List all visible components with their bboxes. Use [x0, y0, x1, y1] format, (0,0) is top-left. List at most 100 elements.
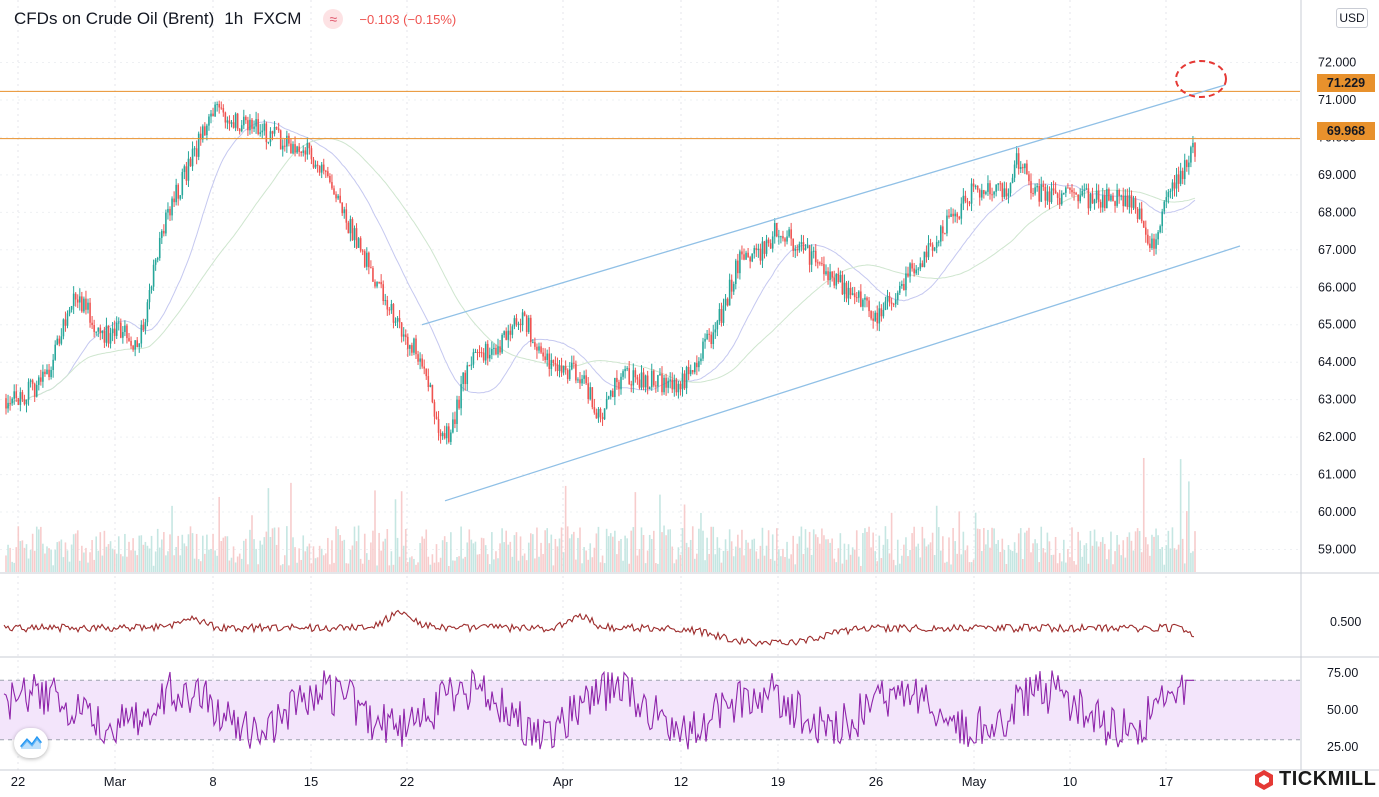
- volume-bar: [696, 553, 698, 572]
- candle-body: [56, 338, 59, 345]
- candle-body: [919, 263, 922, 269]
- candle-body: [960, 203, 963, 219]
- volume-bar: [841, 563, 844, 572]
- volume-bar: [714, 554, 717, 572]
- volume-bar: [858, 556, 860, 572]
- time-axis-tick: May: [962, 774, 987, 789]
- candle-body: [1001, 183, 1004, 197]
- volume-bar: [181, 534, 184, 572]
- volume-bar: [784, 557, 786, 572]
- volume-bar: [290, 482, 292, 572]
- candle-body: [568, 369, 571, 380]
- volume-bar: [884, 526, 887, 572]
- candle-body: [187, 158, 190, 181]
- volume-bar: [310, 563, 313, 572]
- candle-body: [876, 312, 879, 324]
- candle-body: [743, 254, 745, 260]
- candle-body: [357, 238, 360, 248]
- candle-body: [341, 202, 343, 214]
- candle-body: [404, 334, 407, 337]
- volume-bar: [148, 548, 151, 572]
- candle-body: [517, 323, 520, 325]
- candle-body: [921, 263, 924, 267]
- candle-body: [1095, 190, 1098, 200]
- volume-bar: [702, 530, 704, 572]
- volume-bar: [337, 529, 339, 572]
- volume-bar: [214, 550, 216, 572]
- price-axis-tick: 62.000: [1318, 430, 1356, 444]
- interval-label[interactable]: 1h: [224, 9, 244, 28]
- volume-bar: [275, 544, 278, 572]
- candle-body: [478, 352, 481, 354]
- volume-bar: [511, 556, 514, 572]
- volume-bar: [962, 531, 965, 572]
- candle-body: [538, 346, 540, 351]
- tradingview-logo-icon[interactable]: [14, 728, 48, 758]
- candle-body: [144, 322, 147, 330]
- volume-bar: [804, 529, 807, 572]
- candle-body: [948, 215, 950, 217]
- candle-body: [347, 222, 350, 234]
- volume-bar: [179, 555, 182, 572]
- candle-body: [302, 150, 305, 153]
- volume-bar: [806, 547, 809, 572]
- volume-bar: [386, 529, 389, 572]
- candle-body: [642, 372, 645, 388]
- volume-bar: [964, 550, 967, 572]
- volume-bar: [1069, 557, 1071, 572]
- candle-body: [122, 332, 124, 338]
- candle-body: [177, 184, 179, 199]
- volume-bar: [370, 542, 372, 572]
- volume-bar: [374, 490, 376, 572]
- candle-body: [259, 132, 261, 134]
- candle-body: [1138, 208, 1141, 219]
- time-axis-tick: 12: [674, 774, 688, 789]
- volume-bar: [607, 536, 610, 572]
- candle-body: [630, 384, 633, 386]
- volume-bar: [730, 541, 733, 572]
- candle-body: [277, 128, 280, 131]
- candle-body: [958, 216, 961, 219]
- currency-button[interactable]: USD: [1336, 8, 1368, 28]
- candle-body: [1038, 185, 1040, 202]
- volume-bar: [1171, 527, 1174, 572]
- volume-bar: [318, 545, 321, 572]
- volume-bar: [85, 547, 87, 572]
- volume-bar: [1060, 561, 1063, 572]
- volume-bar: [1124, 557, 1127, 572]
- volume-bar: [40, 526, 42, 572]
- volume-bar: [1026, 530, 1028, 572]
- candle-body: [745, 252, 747, 260]
- candle-body: [886, 295, 889, 302]
- candle-body: [780, 236, 782, 238]
- volume-bar: [534, 558, 536, 572]
- candle-body: [614, 377, 616, 398]
- candle-body: [860, 291, 862, 307]
- market-status-icon[interactable]: ≈: [323, 9, 344, 29]
- volume-bar: [952, 527, 954, 572]
- candle-body: [995, 184, 997, 192]
- volume-bar: [421, 536, 423, 572]
- candle-body: [925, 251, 928, 258]
- candle-body: [675, 379, 678, 393]
- volume-bar: [1036, 543, 1038, 572]
- volume-bar: [308, 543, 311, 572]
- candle-body: [5, 398, 7, 409]
- candle-body: [329, 176, 331, 183]
- candle-body: [788, 229, 790, 237]
- candle-body: [312, 159, 315, 168]
- candle-body: [622, 371, 624, 377]
- volume-bar: [648, 534, 651, 572]
- candle-body: [335, 194, 337, 199]
- volume-bar: [921, 526, 924, 572]
- candle-body: [130, 340, 132, 346]
- rsi-pane: [0, 668, 1300, 750]
- candle-body: [400, 322, 403, 337]
- volume-bar: [333, 562, 335, 572]
- candle-body: [521, 312, 524, 326]
- volume-bar: [759, 545, 762, 572]
- volume-bar: [445, 541, 448, 572]
- volume-bar: [173, 555, 175, 572]
- candle-body: [1136, 208, 1139, 219]
